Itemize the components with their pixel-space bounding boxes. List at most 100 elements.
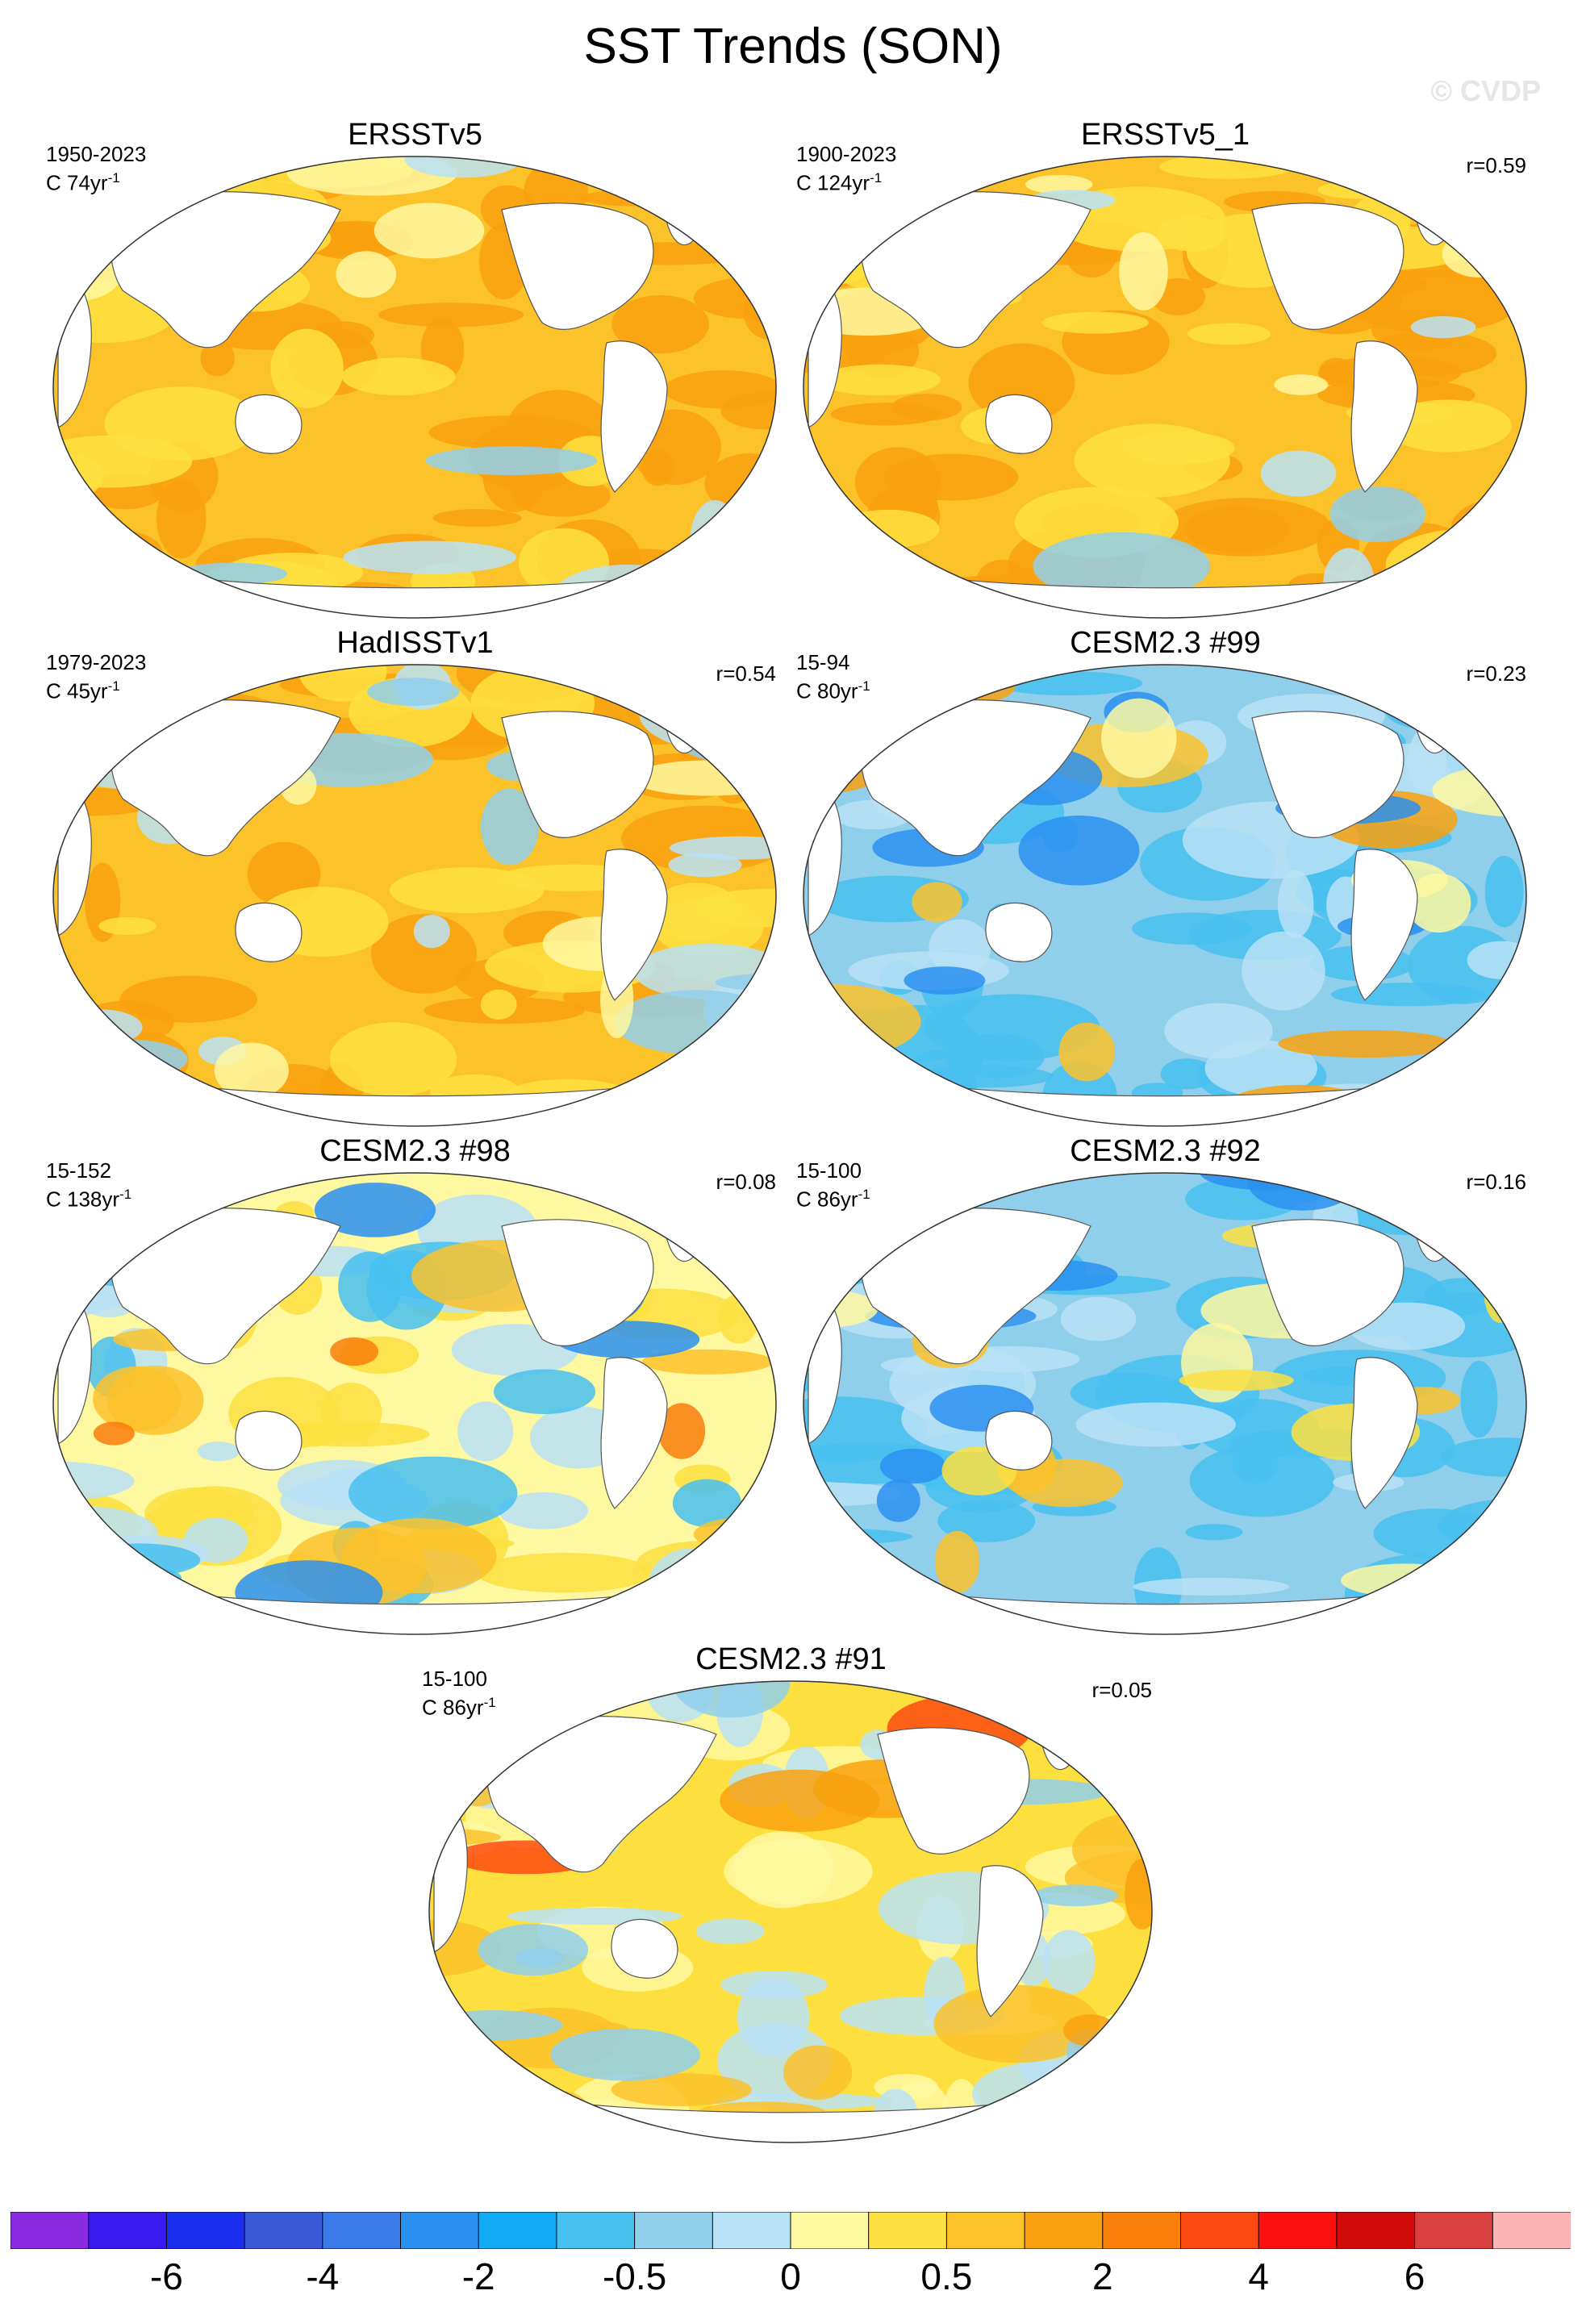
land-mass — [501, 1219, 654, 1346]
sst-anomaly-blob — [646, 665, 737, 706]
sst-anomaly-blob — [53, 160, 118, 232]
period-label: 15-100 — [796, 1158, 862, 1183]
sst-anomaly-blob — [314, 1183, 436, 1237]
sst-anomaly-blob — [1033, 1884, 1118, 1907]
colorbar-bin — [478, 2212, 557, 2249]
sst-anomaly-blob — [1274, 374, 1329, 395]
land-mass — [1251, 1219, 1404, 1346]
sst-anomaly-blob — [1185, 1524, 1243, 1541]
sst-anomaly-blob — [1119, 232, 1168, 311]
colorbar-tick-label: 0 — [780, 2255, 801, 2297]
map-panel-ersstv5: ERSSTv5 1950-2023 C 74yr-1 — [46, 118, 780, 624]
sst-anomaly-blob — [273, 1421, 430, 1447]
sst-anomaly-blob — [863, 665, 966, 705]
land-mass — [600, 340, 668, 493]
colorbar-bin — [1492, 2212, 1571, 2249]
land-mass — [1251, 202, 1404, 330]
sst-anomaly-blob — [934, 1530, 980, 1593]
sst-field — [803, 665, 1526, 1126]
land-mass — [877, 1727, 1030, 1855]
sst-anomaly-blob — [708, 1249, 753, 1268]
land-mass — [976, 1865, 1044, 2017]
sst-anomaly-blob — [1159, 156, 1296, 179]
sst-anomaly-blob — [1429, 1208, 1526, 1239]
sst-anomaly-blob — [53, 1582, 150, 1634]
sst-anomaly-blob — [891, 562, 941, 607]
sst-anomaly-blob — [1160, 1058, 1214, 1090]
sst-anomaly-blob — [432, 509, 522, 528]
sst-anomaly-blob — [53, 191, 123, 221]
sst-anomaly-blob — [570, 1173, 684, 1201]
sst-anomaly-blob — [298, 665, 387, 702]
sst-anomaly-blob — [1442, 583, 1526, 602]
sst-anomaly-blob — [378, 302, 524, 328]
map-border — [803, 156, 1527, 619]
sst-anomaly-blob — [53, 156, 101, 178]
land-mass — [1350, 340, 1418, 493]
sst-anomaly-blob — [1101, 698, 1177, 778]
sst-anomaly-blob — [270, 328, 344, 408]
sst-anomaly-blob — [641, 1349, 774, 1375]
sst-anomaly-blob — [694, 888, 776, 928]
land-mass — [860, 1208, 1091, 1365]
sst-anomaly-blob — [53, 558, 125, 618]
sst-anomaly-blob — [1033, 532, 1211, 600]
map-border — [803, 664, 1527, 1127]
colorbar-bin — [1180, 2212, 1260, 2249]
correlation-label: r=0.59 — [1466, 153, 1526, 177]
map-border — [52, 664, 777, 1127]
sst-anomaly-blob — [641, 449, 674, 486]
sst-anomaly-blob — [628, 165, 713, 193]
panel-title: CESM2.3 #92 — [1070, 1134, 1261, 1168]
colorbar-bin — [322, 2212, 402, 2249]
period-label: 15-100 — [422, 1667, 487, 1691]
colorbar-bin — [945, 2212, 1026, 2249]
correlation-label: r=0.16 — [1466, 1170, 1526, 1194]
map-border — [803, 1172, 1527, 1635]
sst-anomaly-blob — [78, 1543, 201, 1577]
sst-anomaly-blob — [413, 915, 450, 949]
sst-anomaly-blob — [76, 589, 192, 607]
units-label: C 86yr-1 — [796, 1187, 870, 1212]
colorbar-bin — [1024, 2212, 1104, 2249]
sst-anomaly-blob — [1179, 1370, 1294, 1391]
sst-anomaly-blob — [1472, 1230, 1520, 1281]
sst-anomaly-blob — [53, 528, 102, 599]
sst-anomaly-blob — [1330, 983, 1485, 1007]
sst-trend-map — [52, 664, 777, 1127]
sst-trend-map — [52, 1172, 777, 1635]
sst-anomaly-blob — [53, 671, 153, 743]
sst-anomaly-blob — [1242, 931, 1325, 1011]
units-label: C 138yr-1 — [46, 1187, 132, 1212]
sst-anomaly-blob — [1317, 181, 1404, 199]
sst-anomaly-blob — [614, 990, 776, 1055]
colorbar-bin — [1102, 2212, 1182, 2249]
sst-anomaly-blob — [933, 1984, 1100, 2063]
land-mass — [110, 699, 341, 857]
sst-anomaly-blob — [1185, 506, 1290, 553]
sst-anomaly-blob — [349, 1456, 518, 1530]
sst-anomaly-blob — [54, 711, 92, 740]
sst-anomaly-blob — [614, 670, 651, 695]
sst-anomaly-blob — [343, 540, 516, 574]
panel-title: CESM2.3 #91 — [695, 1642, 887, 1676]
panel-title: ERSSTv5 — [348, 118, 482, 152]
land-mass — [501, 711, 654, 838]
sst-anomaly-blob — [917, 666, 1016, 705]
sst-anomaly-blob — [53, 671, 109, 751]
colorbar-tick-label: 0.5 — [920, 2255, 973, 2297]
sst-anomaly-blob — [1464, 252, 1526, 269]
sst-anomaly-blob — [672, 1479, 741, 1527]
sst-anomaly-blob — [686, 1599, 776, 1634]
sst-anomaly-blob — [690, 499, 740, 578]
watermark: © CVDP — [1430, 74, 1541, 107]
land-mass — [860, 699, 1091, 857]
sst-anomaly-blob — [1133, 1577, 1290, 1596]
land-mass — [611, 1918, 678, 1979]
sst-anomaly-blob — [98, 916, 157, 935]
colorbar-bin — [1414, 2212, 1494, 2249]
sst-anomaly-blob — [53, 574, 125, 618]
sst-anomaly-blob — [424, 446, 598, 475]
colorbar-bin — [712, 2212, 791, 2249]
correlation-label: r=0.54 — [716, 661, 776, 686]
